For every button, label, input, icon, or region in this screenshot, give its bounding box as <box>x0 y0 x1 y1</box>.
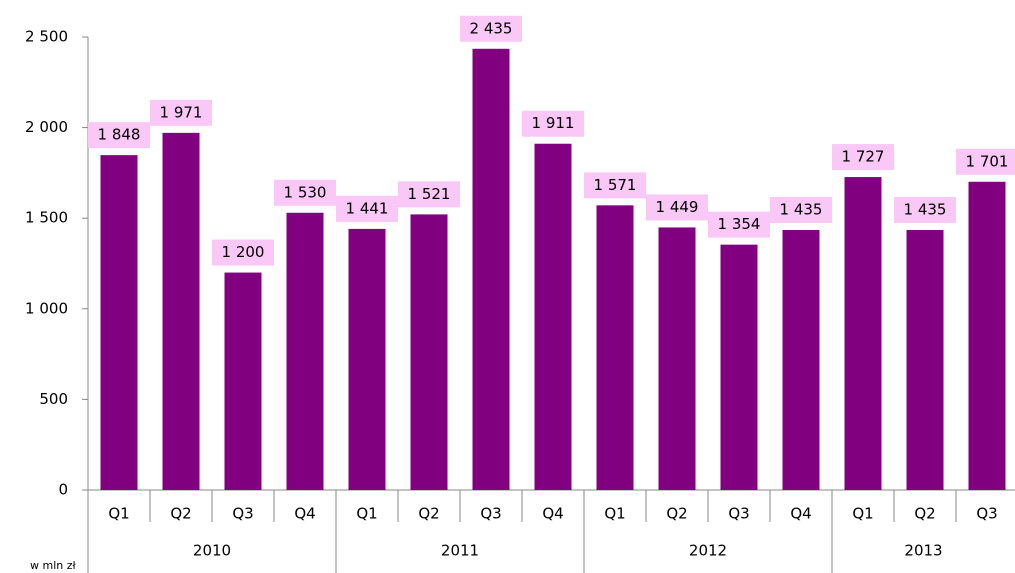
group-label: 2013 <box>904 542 942 560</box>
x-tick-label: Q4 <box>790 505 811 523</box>
bar <box>968 181 1006 490</box>
value-label: 1 441 <box>346 199 389 217</box>
value-label-box <box>522 110 584 137</box>
x-tick-label: Q3 <box>728 505 749 523</box>
x-tick-label: Q1 <box>852 505 873 523</box>
value-label-box <box>646 194 708 221</box>
value-label: 1 571 <box>594 176 637 194</box>
y-tick-label: 1 000 <box>25 299 68 317</box>
x-tick-label: Q3 <box>976 505 997 523</box>
group-label: 2012 <box>689 542 727 560</box>
bar <box>472 48 510 490</box>
bar <box>596 205 634 491</box>
bar <box>720 244 758 490</box>
value-label: 1 530 <box>284 183 327 201</box>
value-label: 1 701 <box>966 152 1009 170</box>
value-label-box <box>770 196 832 223</box>
x-tick-label: Q1 <box>108 505 129 523</box>
value-label-box <box>460 15 522 42</box>
y-tick-label: 0 <box>58 481 68 499</box>
value-label: 1 521 <box>408 185 451 203</box>
value-label: 1 727 <box>842 148 885 166</box>
bar <box>844 177 882 490</box>
x-tick-label: Q2 <box>170 505 191 523</box>
x-tick-label: Q2 <box>418 505 439 523</box>
value-label: 1 200 <box>222 243 265 261</box>
value-label-box <box>956 148 1015 175</box>
y-tick-label: 1 500 <box>25 209 68 227</box>
value-label-box <box>336 195 398 222</box>
value-label: 2 435 <box>470 19 513 37</box>
bar <box>286 212 324 490</box>
bar <box>782 229 820 490</box>
bar <box>348 228 386 490</box>
value-label: 1 435 <box>904 200 947 218</box>
x-tick-label: Q1 <box>356 505 377 523</box>
value-label-box <box>88 122 150 149</box>
bar <box>100 155 138 490</box>
value-label: 1 848 <box>98 126 141 144</box>
bar <box>224 272 262 490</box>
value-label: 1 354 <box>718 215 761 233</box>
bar <box>162 132 200 490</box>
x-tick-label: Q1 <box>604 505 625 523</box>
bar <box>906 229 944 490</box>
x-tick-label: Q2 <box>914 505 935 523</box>
value-label-box <box>398 181 460 208</box>
value-label: 1 449 <box>656 198 699 216</box>
x-tick-label: Q4 <box>542 505 563 523</box>
unit-label: w mln zł <box>30 559 77 572</box>
value-label-box <box>212 239 274 266</box>
bar <box>410 214 448 490</box>
group-label: 2010 <box>193 542 231 560</box>
y-tick-label: 2 500 <box>25 28 68 46</box>
y-tick-label: 500 <box>39 390 68 408</box>
x-tick-label: Q4 <box>294 505 315 523</box>
value-label-box <box>584 172 646 199</box>
x-tick-label: Q2 <box>666 505 687 523</box>
value-label-box <box>150 99 212 126</box>
value-label-box <box>832 144 894 171</box>
bar <box>658 227 696 490</box>
value-label: 1 435 <box>780 200 823 218</box>
bar <box>534 143 572 490</box>
y-tick-label: 2 000 <box>25 118 68 136</box>
value-label-box <box>894 196 956 223</box>
x-tick-label: Q3 <box>480 505 501 523</box>
x-tick-label: Q3 <box>232 505 253 523</box>
value-label: 1 911 <box>532 114 575 132</box>
value-label-box <box>708 211 770 238</box>
value-label-box <box>274 179 336 206</box>
value-label: 1 971 <box>160 103 203 121</box>
group-label: 2011 <box>441 542 479 560</box>
